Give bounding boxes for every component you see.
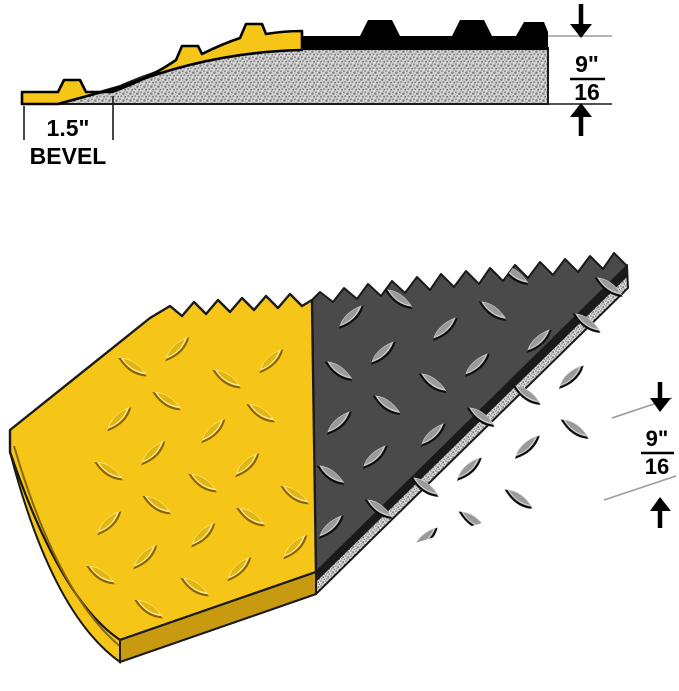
tread-bump — [516, 22, 548, 36]
bevel-width-callout: 1.5" BEVEL — [23, 96, 114, 169]
up-arrow-icon — [570, 103, 592, 136]
three-quarter-perspective-mat: 9" 16 — [8, 252, 677, 664]
thickness-denominator: 16 — [645, 454, 669, 479]
thickness-denominator: 16 — [574, 79, 600, 105]
tread-bump — [452, 20, 492, 36]
down-arrow-icon — [650, 382, 671, 412]
cross-section-profile: 9" 16 1.5" BEVEL — [20, 4, 612, 169]
bevel-label: BEVEL — [30, 143, 107, 169]
thickness-numerator: 9" — [575, 51, 599, 77]
black-tread-surface — [300, 36, 548, 50]
yellow-bevel-surface — [20, 22, 304, 106]
tread-bump — [360, 20, 400, 36]
thickness-numerator: 9" — [646, 426, 669, 451]
mat-edge-skin — [316, 266, 628, 582]
yellow-front-edge — [119, 570, 317, 664]
leader-line-bottom — [603, 475, 677, 501]
thickness-callout-cross-section: 9" 16 — [548, 4, 612, 136]
thickness-callout-perspective: 9" 16 — [603, 382, 677, 528]
down-arrow-icon — [570, 4, 592, 38]
up-arrow-icon — [650, 497, 671, 528]
bevel-crease-line — [13, 445, 123, 649]
bevel-width-value: 1.5" — [47, 115, 90, 141]
